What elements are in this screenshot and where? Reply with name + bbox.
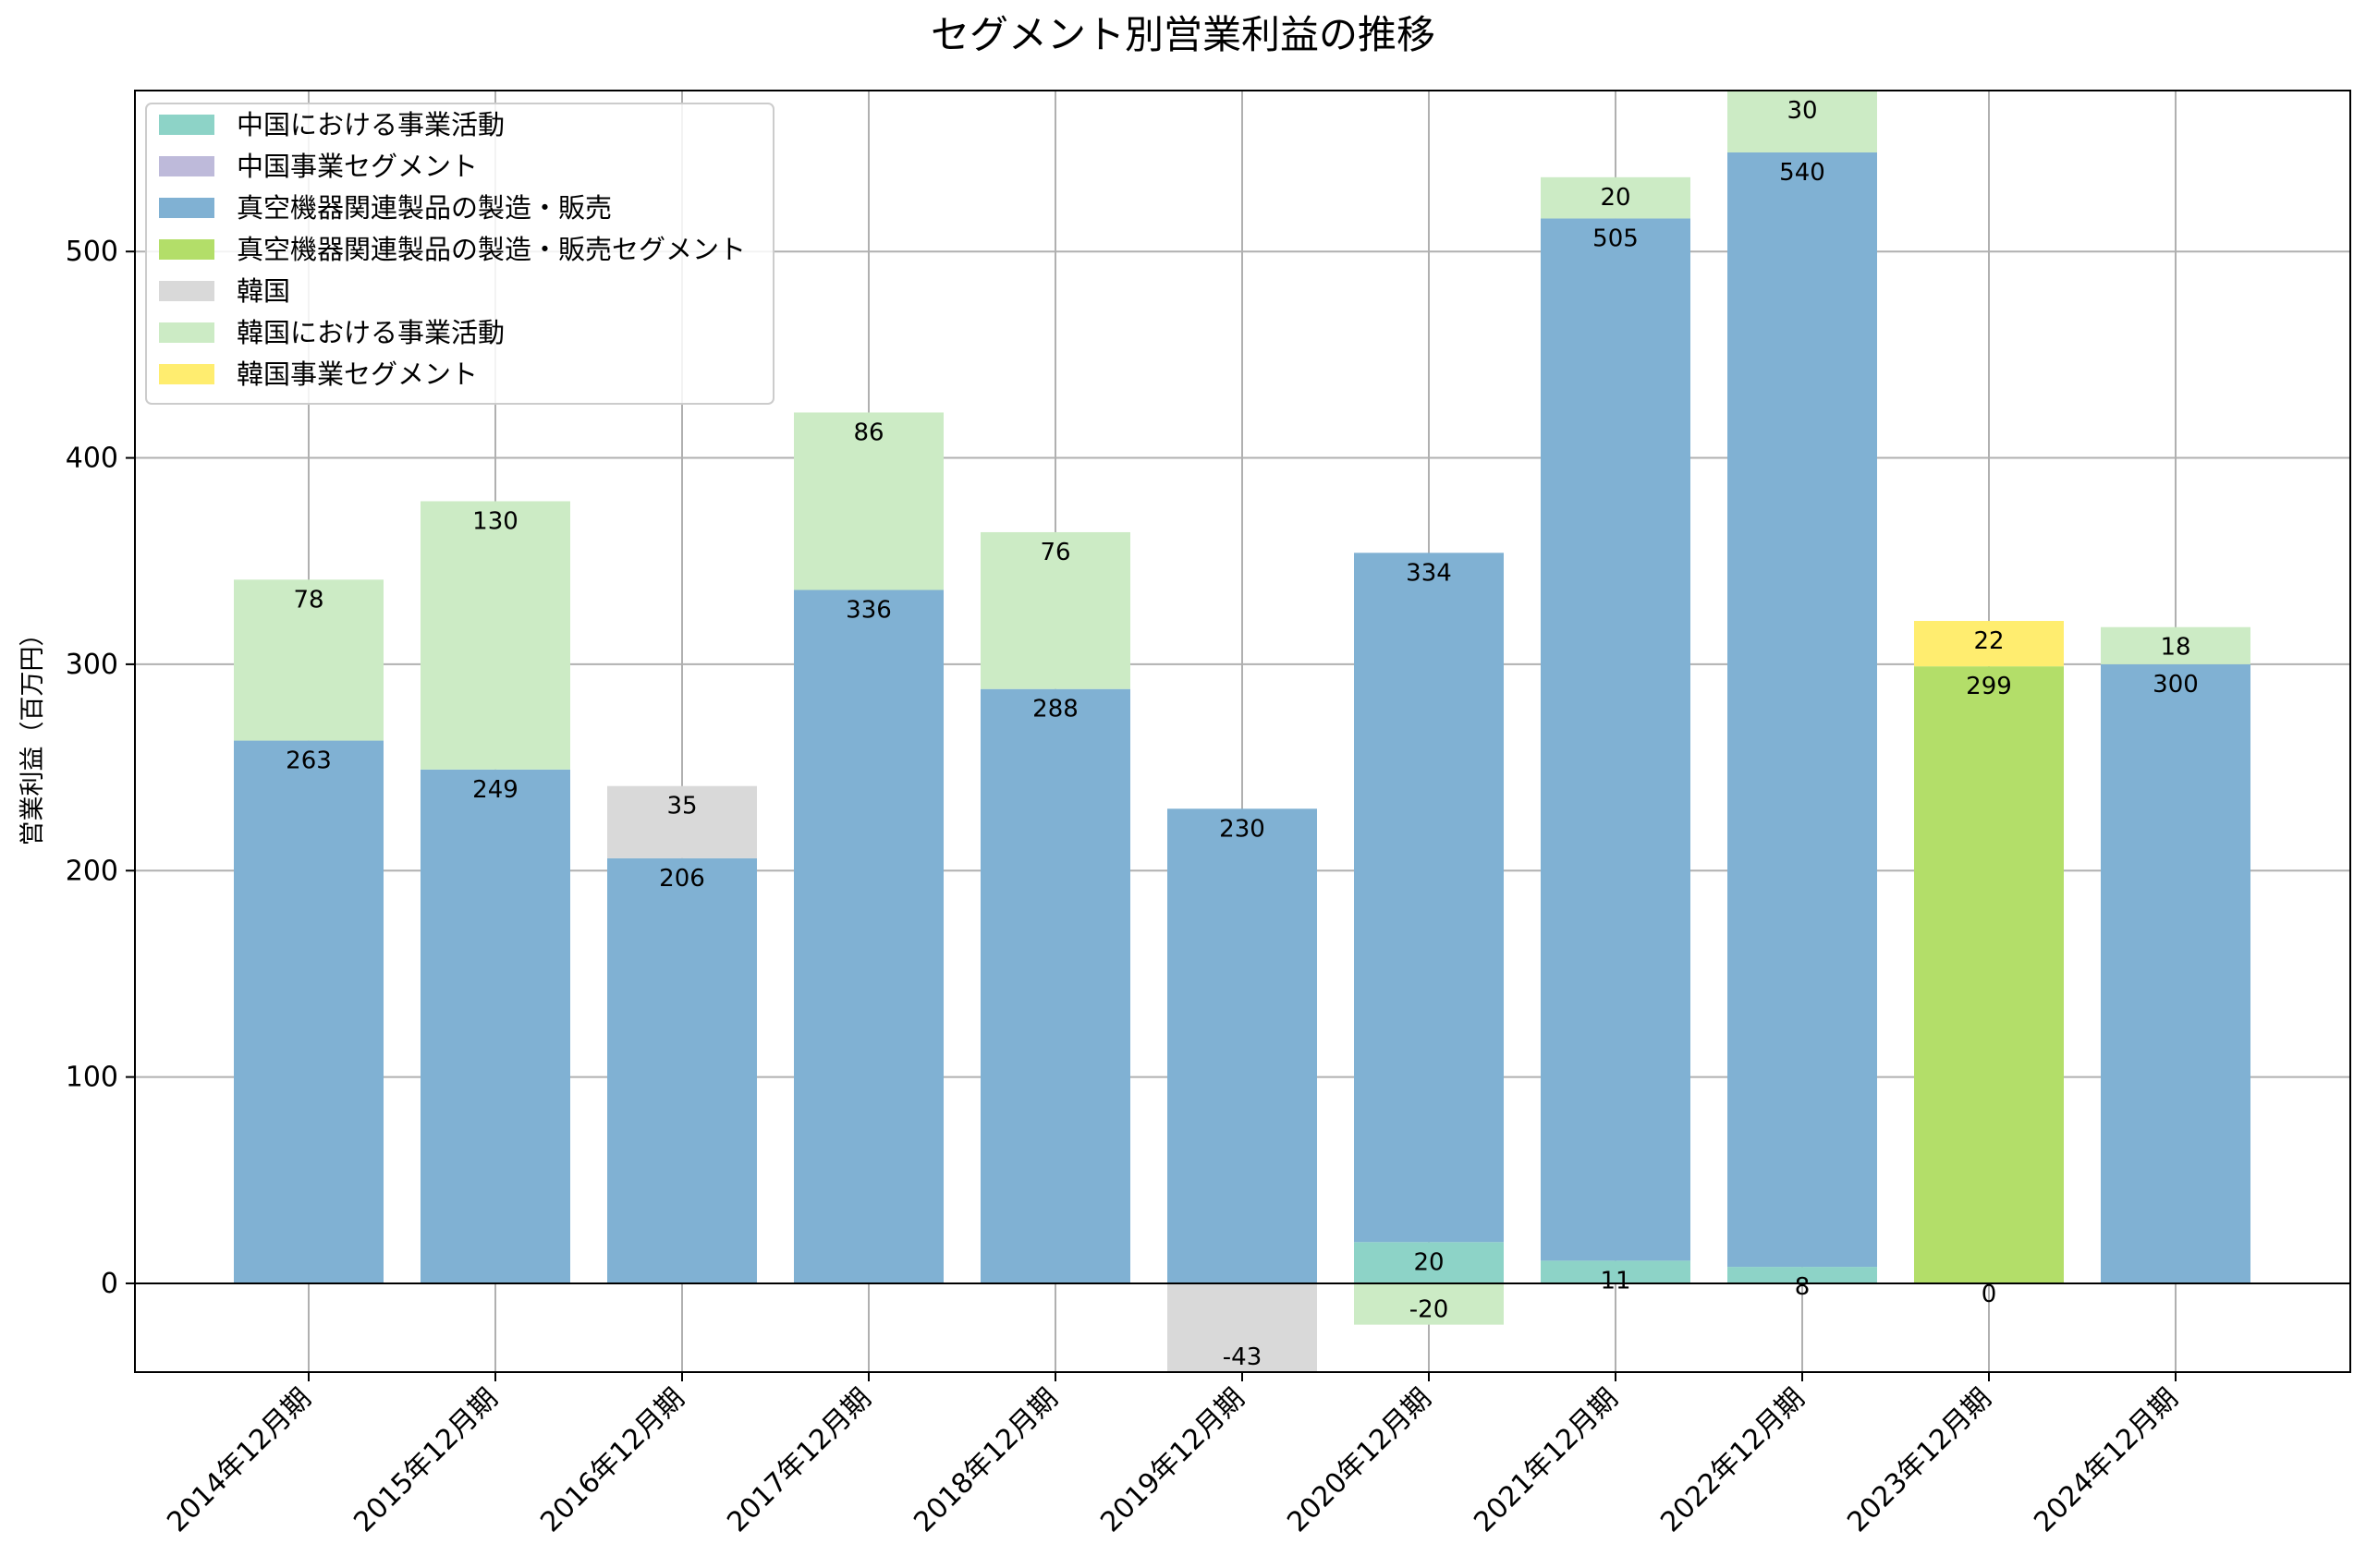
legend-label: 中国における事業活動 [237, 109, 505, 140]
legend-swatch [159, 156, 214, 176]
bar-segment [1354, 1242, 1504, 1283]
data-label: -43 [1223, 1343, 1262, 1371]
data-label: 35 [666, 793, 697, 820]
legend-box [145, 103, 774, 405]
bar-segment [234, 740, 384, 1283]
data-label: 8 [1795, 1273, 1811, 1301]
bar-segment [1541, 218, 1690, 1261]
bar-segment [607, 857, 757, 1283]
legend-swatch [159, 239, 214, 260]
data-label: 20 [1600, 184, 1630, 212]
bar-segment [234, 579, 384, 741]
data-label: 263 [286, 748, 332, 775]
data-label: 11 [1600, 1267, 1630, 1295]
data-label: 230 [1219, 815, 1265, 843]
x-tick-label: 2016年12月期 [534, 1382, 690, 1538]
bar-segment [1167, 1282, 1317, 1372]
legend: 中国における事業活動中国事業セグメント真空機器関連製品の製造・販売真空機器関連製… [145, 103, 774, 405]
legend-label: 真空機器関連製品の製造・販売 [237, 192, 612, 224]
y-tick-label: 200 [66, 855, 118, 887]
bar-segment [1914, 666, 2064, 1283]
data-label: 206 [659, 865, 705, 893]
bar-segment [981, 531, 1130, 689]
x-tick-label: 2021年12月期 [1468, 1382, 1624, 1538]
bar-segment [1727, 1267, 1877, 1283]
data-label: 0 [1982, 1281, 1997, 1308]
bar-segment [2101, 663, 2250, 1283]
data-label: 299 [1966, 673, 2012, 700]
x-tick-label: 2014年12月期 [161, 1382, 317, 1538]
bar-segment [1541, 176, 1690, 219]
legend-label: 中国事業セグメント [237, 151, 478, 182]
bar-segment [1354, 1282, 1504, 1325]
x-tick-label: 2018年12月期 [908, 1382, 1064, 1538]
x-tick-label: 2022年12月期 [1654, 1382, 1811, 1538]
x-tick-label: 2024年12月期 [2028, 1382, 2184, 1538]
x-tick-label: 2017年12月期 [721, 1382, 877, 1538]
y-tick-label: 500 [66, 236, 118, 268]
x-axis-ticks: 2014年12月期 2015年12月期 2016年12月期 2017年12月期 2018… [161, 1372, 2185, 1538]
x-tick-label: 2020年12月期 [1281, 1382, 1437, 1538]
legend-label: 韓国事業セグメント [237, 359, 478, 390]
data-label: 300 [2153, 671, 2199, 699]
data-label: 336 [846, 597, 892, 625]
bar-segment [1727, 152, 1877, 1268]
legend-swatch [159, 115, 214, 135]
y-tick-label: 300 [66, 649, 118, 681]
y-axis-ticks: 0 100 200 300 400 500 [66, 236, 135, 1300]
bar-segment [421, 769, 570, 1283]
bar-segment [421, 501, 570, 770]
bar-segment [1541, 1260, 1690, 1283]
x-tick-label: 2015年12月期 [348, 1382, 504, 1538]
legend-swatch [159, 281, 214, 301]
bar-segment [607, 785, 757, 858]
bar-segment [2101, 626, 2250, 664]
y-tick-label: 100 [66, 1062, 118, 1094]
x-tick-label: 2019年12月期 [1094, 1382, 1250, 1538]
data-label: 20 [1413, 1248, 1444, 1276]
data-label: -20 [1409, 1296, 1448, 1324]
data-label: 540 [1779, 159, 1825, 187]
data-label: 249 [472, 776, 518, 804]
data-label: 86 [853, 419, 884, 446]
bar-segment [981, 688, 1130, 1283]
data-label: 78 [293, 586, 323, 614]
y-tick-label: 400 [66, 443, 118, 475]
bar-segment [1167, 808, 1317, 1283]
legend-label: 韓国における事業活動 [237, 317, 505, 348]
x-tick-label: 2023年12月期 [1841, 1382, 1997, 1538]
legend-swatch [159, 198, 214, 218]
data-label: 130 [472, 507, 518, 535]
data-label: 22 [1973, 627, 2004, 655]
data-labels-group: 263 78 249 130 206 35 336 86 288 76 230 -43 20 334 -20… [286, 97, 2199, 1371]
data-label: 76 [1040, 539, 1070, 566]
data-label: 334 [1406, 559, 1452, 587]
legend-label: 韓国 [237, 275, 290, 307]
y-axis-label: 営業利益（百万円） [18, 622, 47, 846]
bars-group [234, 91, 2250, 1372]
data-label: 288 [1032, 696, 1079, 723]
bar-segment [1914, 621, 2064, 667]
data-label: 30 [1787, 97, 1817, 125]
legend-label: 真空機器関連製品の製造・販売セグメント [237, 234, 746, 265]
bar-segment [794, 590, 944, 1283]
y-tick-label: 0 [101, 1268, 118, 1300]
legend-swatch [159, 364, 214, 384]
chart-title: セグメント別営業利益の推移 [931, 12, 1435, 57]
data-label: 505 [1592, 225, 1639, 252]
bar-segment [794, 412, 944, 590]
bar-segment [1354, 553, 1504, 1243]
data-label: 18 [2160, 634, 2190, 662]
legend-swatch [159, 322, 214, 343]
bar-segment [1727, 91, 1877, 153]
